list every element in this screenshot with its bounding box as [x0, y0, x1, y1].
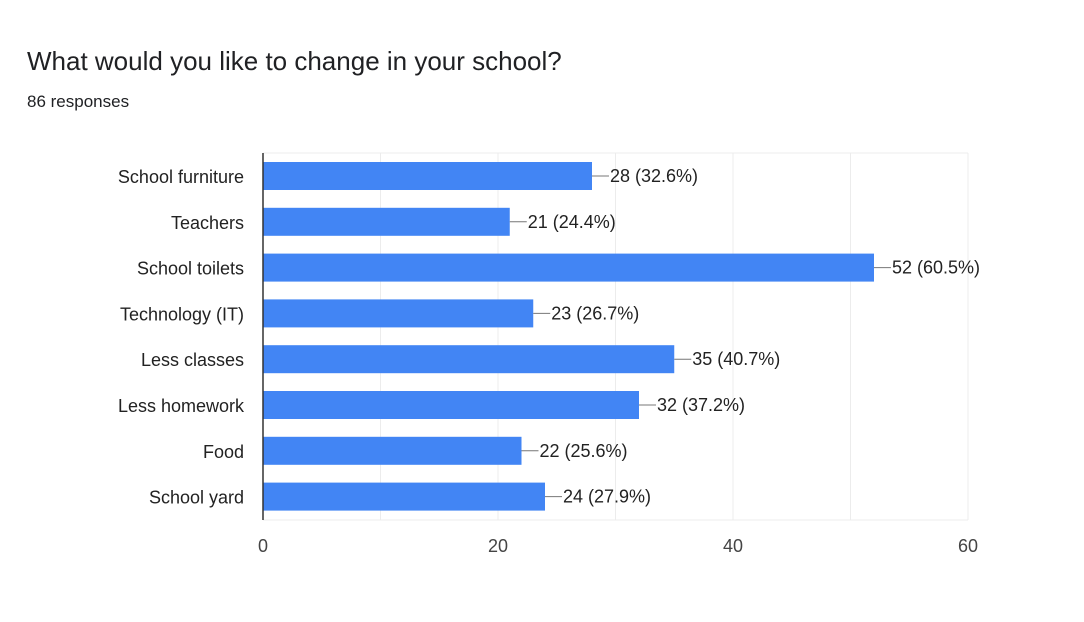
bar[interactable]: [263, 482, 545, 511]
x-tick-label: 40: [723, 536, 743, 556]
data-label: 23 (26.7%): [551, 303, 639, 323]
category-label: Teachers: [171, 213, 244, 233]
category-label: Less homework: [118, 396, 245, 416]
x-tick-label: 60: [958, 536, 978, 556]
bar[interactable]: [263, 162, 592, 190]
category-label: Less classes: [141, 350, 244, 370]
category-label: School furniture: [118, 167, 244, 187]
category-label: Food: [203, 442, 244, 462]
data-label: 35 (40.7%): [692, 349, 780, 369]
bar[interactable]: [263, 345, 675, 374]
data-label: 32 (37.2%): [657, 395, 745, 415]
bar[interactable]: [263, 299, 534, 328]
response-count: 86 responses: [27, 92, 130, 111]
data-label: 24 (27.9%): [563, 487, 651, 507]
x-tick-label: 20: [488, 536, 508, 556]
data-label: 52 (60.5%): [892, 258, 980, 278]
data-label: 22 (25.6%): [540, 441, 628, 461]
bar[interactable]: [263, 391, 639, 419]
category-label: Technology (IT): [120, 304, 244, 324]
x-tick-label: 0: [258, 536, 268, 556]
chart-title: What would you like to change in your sc…: [27, 46, 562, 76]
bar[interactable]: [263, 253, 874, 282]
category-label: School toilets: [137, 259, 244, 279]
data-label: 28 (32.6%): [610, 166, 698, 186]
data-label: 21 (24.4%): [528, 212, 616, 232]
bar[interactable]: [263, 207, 510, 236]
bar[interactable]: [263, 436, 522, 465]
category-label: School yard: [149, 488, 244, 508]
